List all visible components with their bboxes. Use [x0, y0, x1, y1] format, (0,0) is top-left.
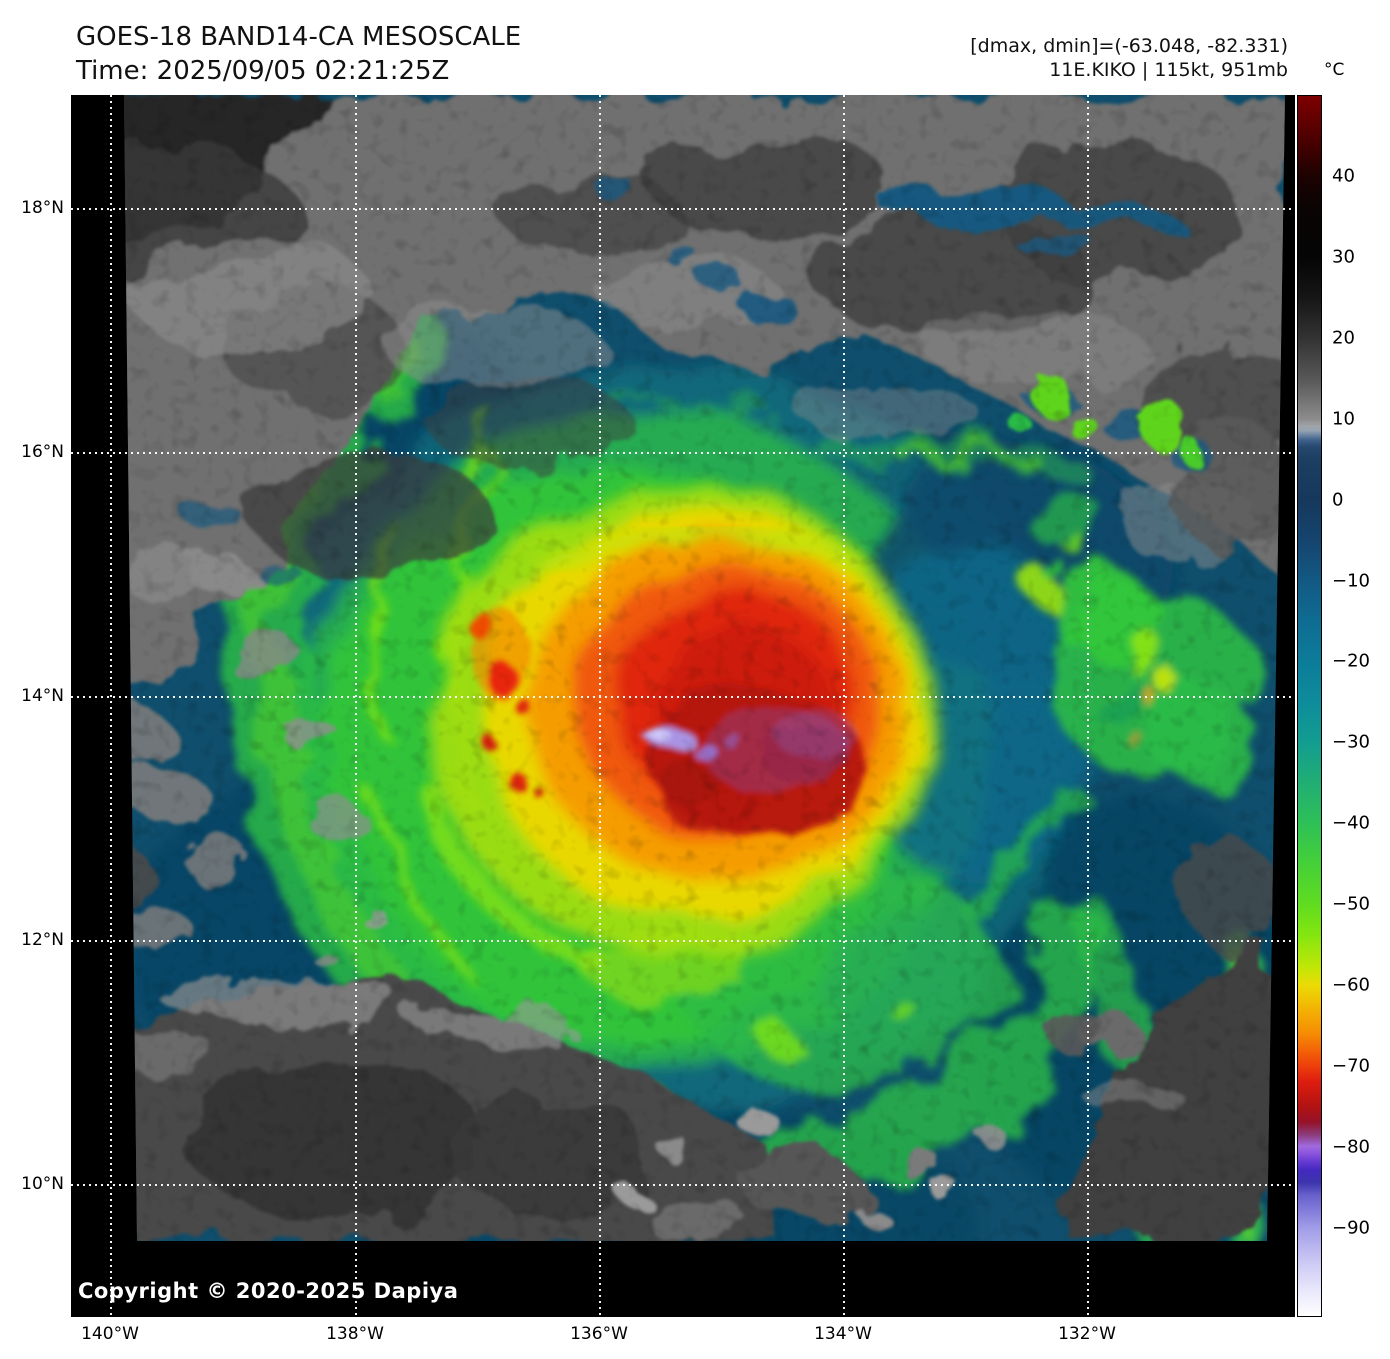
lon-tick-label: 138°W: [326, 1324, 384, 1344]
colorbar-tick-label: −50: [1332, 893, 1370, 915]
colorbar-tick-label: 40: [1332, 165, 1355, 187]
colorbar-tick-label: −40: [1332, 812, 1370, 834]
colorbar: [1297, 95, 1322, 1317]
colorbar-tick-label: 10: [1332, 408, 1355, 430]
colorbar-tick-label: 20: [1332, 327, 1355, 349]
lon-tick-label: 134°W: [814, 1324, 872, 1344]
colorbar-tick-label: −20: [1332, 650, 1370, 672]
grain-overlay: [124, 95, 1285, 1241]
colorbar-tick-label: −70: [1332, 1055, 1370, 1077]
annotation-block: [dmax, dmin]=(-63.048, -82.331) 11E.KIKO…: [970, 34, 1288, 82]
lon-tick-label: 140°W: [81, 1324, 139, 1344]
colorbar-unit: °C: [1324, 60, 1345, 80]
title-block: GOES-18 BAND14-CA MESOSCALE Time: 2025/0…: [76, 20, 521, 88]
colorbar-tick-label: −10: [1332, 570, 1370, 592]
colorbar-tick-label: −60: [1332, 974, 1370, 996]
lat-tick-label: 14°N: [21, 686, 64, 706]
lat-tick-label: 10°N: [21, 1174, 64, 1194]
copyright-label: Copyright © 2020-2025 Dapiya: [78, 1279, 459, 1303]
colorbar-tick-label: −30: [1332, 731, 1370, 753]
lat-tick-label: 12°N: [21, 930, 64, 950]
colorbar-tick-label: 0: [1332, 489, 1344, 511]
colorbar-tick-label: 30: [1332, 246, 1355, 268]
map-plot-area: [71, 95, 1295, 1317]
lon-tick-label: 132°W: [1058, 1324, 1116, 1344]
lat-tick-label: 16°N: [21, 442, 64, 462]
lon-tick-label: 136°W: [570, 1324, 628, 1344]
lat-tick-label: 18°N: [21, 198, 64, 218]
colorbar-tick-label: −90: [1332, 1217, 1370, 1239]
storm-readout: 11E.KIKO | 115kt, 951mb: [1049, 59, 1288, 81]
figure-timestamp: Time: 2025/09/05 02:21:25Z: [76, 56, 450, 86]
figure-title: GOES-18 BAND14-CA MESOSCALE: [76, 22, 522, 52]
satellite-scene: [124, 95, 1285, 1241]
colorbar-tick-label: −80: [1332, 1136, 1370, 1158]
dmax-dmin-readout: [dmax, dmin]=(-63.048, -82.331): [970, 35, 1288, 57]
